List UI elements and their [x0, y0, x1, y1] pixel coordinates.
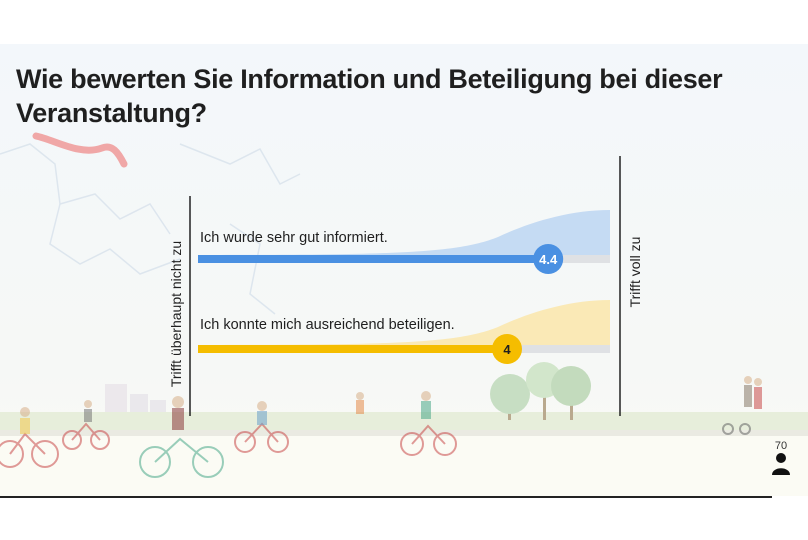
- participant-count: 70: [774, 440, 788, 452]
- value-marker-1: [533, 244, 564, 274]
- distribution-area-1: [198, 210, 610, 255]
- bottom-divider: [0, 496, 772, 498]
- trees: [490, 362, 591, 420]
- value-label-1: 4.4: [539, 252, 558, 267]
- scale-min-label: Trifft überhaupt nicht zu: [168, 241, 184, 387]
- value-label-2: 4: [503, 342, 511, 357]
- distribution-area-2: [198, 300, 610, 345]
- bar-value-2: [198, 345, 507, 353]
- page-title: Wie bewerten Sie Information und Beteili…: [16, 64, 723, 128]
- slide: Wie bewerten Sie Information und Beteili…: [0, 44, 808, 496]
- person-icon: [772, 453, 790, 475]
- cyclists: [0, 422, 751, 478]
- bar-label-2: Ich konnte mich ausreichend beteiligen.: [200, 317, 455, 333]
- background-illustration: [0, 132, 808, 496]
- bar-value-1: [198, 255, 549, 263]
- road: [0, 436, 808, 496]
- rating-chart: Trifft überhaupt nicht zu Trifft voll zu I…: [168, 156, 643, 416]
- bar-label-1: Ich wurde sehr gut informiert.: [200, 230, 388, 246]
- scale-max-label: Trifft voll zu: [627, 237, 643, 308]
- participant-counter: 70: [766, 440, 796, 492]
- riders: [20, 376, 762, 434]
- value-marker-2: [492, 334, 522, 364]
- path: [0, 430, 808, 436]
- route-line: [32, 132, 128, 168]
- map-outline: [0, 143, 301, 315]
- grass-strip: [0, 412, 808, 430]
